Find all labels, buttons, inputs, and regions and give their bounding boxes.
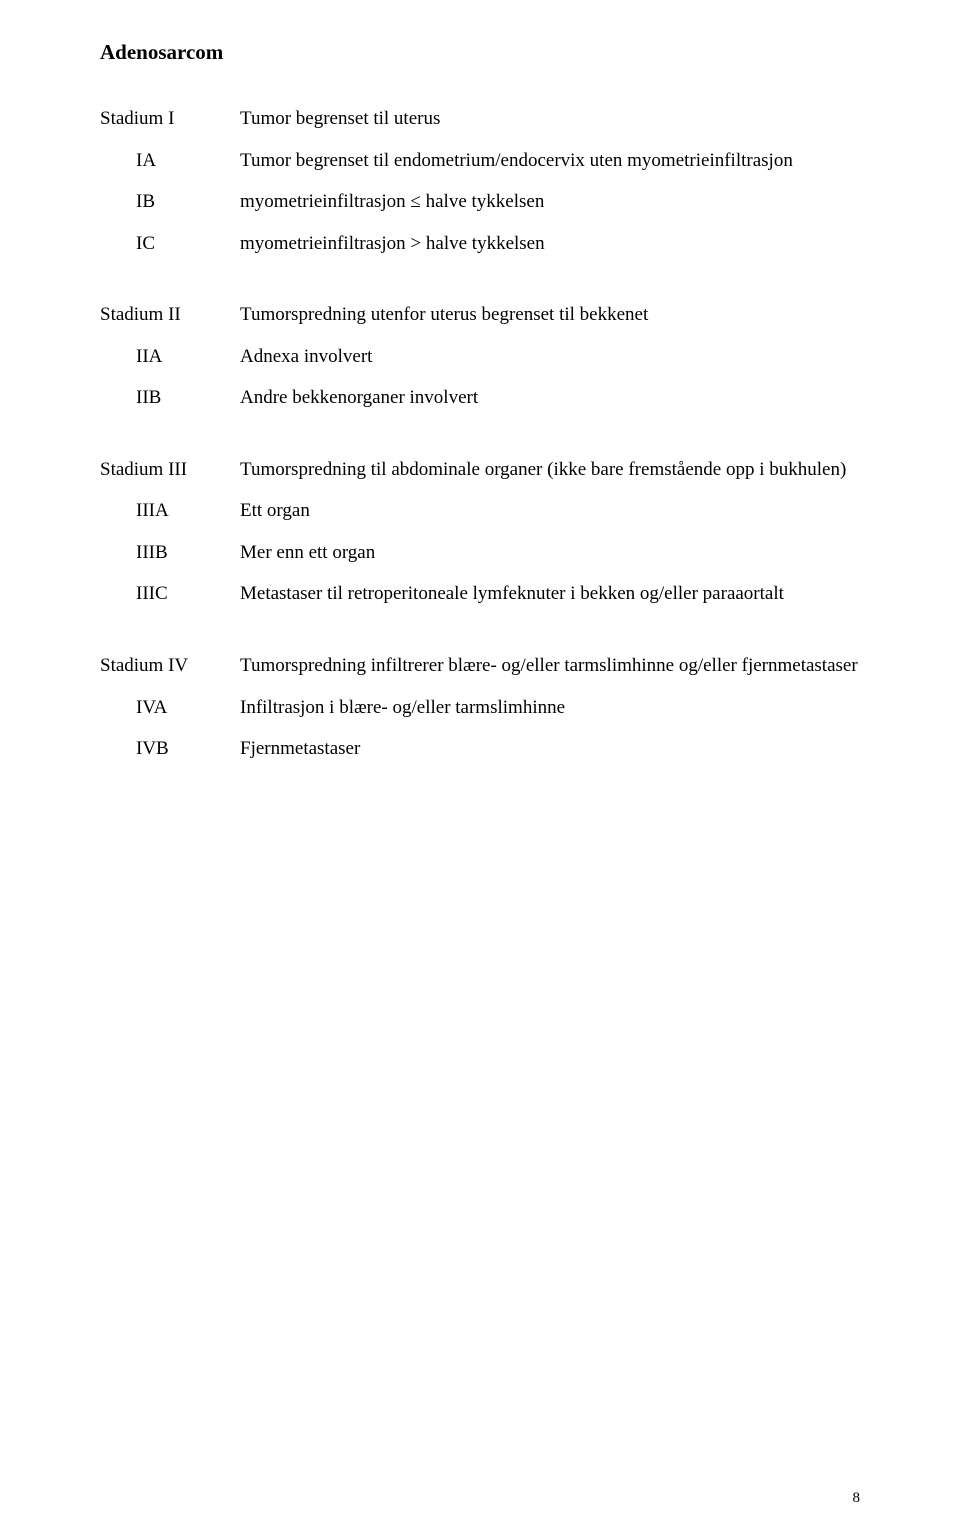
stage-label: Stadium IV: [100, 652, 240, 680]
stage-description: Infiltrasjon i blære- og/eller tarmslimh…: [240, 694, 860, 722]
stage-description: Mer enn ett organ: [240, 539, 860, 567]
stage-description: Ett organ: [240, 497, 860, 525]
stage-description: Fjernmetastaser: [240, 735, 860, 763]
stage-group: Stadium IITumorspredning utenfor uterus …: [100, 301, 860, 412]
stage-label: IB: [100, 188, 240, 216]
stage-description: myometrieinfiltrasjon ≤ halve tykkelsen: [240, 188, 860, 216]
stage-row: Stadium IIITumorspredning til abdominale…: [100, 456, 860, 484]
stage-group: Stadium IVTumorspredning infiltrerer blæ…: [100, 652, 860, 763]
stage-description: Tumor begrenset til uterus: [240, 105, 860, 133]
stage-row: ICmyometrieinfiltrasjon > halve tykkelse…: [100, 230, 860, 258]
stage-label: IIIB: [100, 539, 240, 567]
stage-description: Tumor begrenset til endometrium/endocerv…: [240, 147, 860, 175]
stage-label: IIIA: [100, 497, 240, 525]
stage-row: Stadium IITumorspredning utenfor uterus …: [100, 301, 860, 329]
stage-description: Andre bekkenorganer involvert: [240, 384, 860, 412]
stage-group: Stadium ITumor begrenset til uterusIATum…: [100, 105, 860, 257]
stage-label: IIIC: [100, 580, 240, 608]
stage-label: IIB: [100, 384, 240, 412]
page-number: 8: [853, 1490, 861, 1507]
page: Adenosarcom Stadium ITumor begrenset til…: [0, 0, 960, 763]
stage-description: Tumorspredning utenfor uterus begrenset …: [240, 301, 860, 329]
page-title: Adenosarcom: [100, 40, 860, 65]
stage-row: IVAInfiltrasjon i blære- og/eller tarmsl…: [100, 694, 860, 722]
stage-row: IVBFjernmetastaser: [100, 735, 860, 763]
stage-label: IVA: [100, 694, 240, 722]
stage-row: IIAAdnexa involvert: [100, 343, 860, 371]
stage-description: Tumorspredning infiltrerer blære- og/ell…: [240, 652, 860, 680]
stage-description: myometrieinfiltrasjon > halve tykkelsen: [240, 230, 860, 258]
stage-description: Metastaser til retroperitoneale lymfeknu…: [240, 580, 860, 608]
stage-label: Stadium II: [100, 301, 240, 329]
stage-label: Stadium III: [100, 456, 240, 484]
stage-label: IA: [100, 147, 240, 175]
stage-row: IIIBMer enn ett organ: [100, 539, 860, 567]
stage-row: IIBAndre bekkenorganer involvert: [100, 384, 860, 412]
stage-label: Stadium I: [100, 105, 240, 133]
stage-row: Stadium IVTumorspredning infiltrerer blæ…: [100, 652, 860, 680]
stage-label: IC: [100, 230, 240, 258]
stage-description: Adnexa involvert: [240, 343, 860, 371]
stage-groups: Stadium ITumor begrenset til uterusIATum…: [100, 105, 860, 763]
stage-row: IIIAEtt organ: [100, 497, 860, 525]
stage-row: IATumor begrenset til endometrium/endoce…: [100, 147, 860, 175]
stage-group: Stadium IIITumorspredning til abdominale…: [100, 456, 860, 608]
stage-row: IBmyometrieinfiltrasjon ≤ halve tykkelse…: [100, 188, 860, 216]
stage-row: Stadium ITumor begrenset til uterus: [100, 105, 860, 133]
stage-description: Tumorspredning til abdominale organer (i…: [240, 456, 860, 484]
stage-row: IIICMetastaser til retroperitoneale lymf…: [100, 580, 860, 608]
stage-label: IIA: [100, 343, 240, 371]
stage-label: IVB: [100, 735, 240, 763]
